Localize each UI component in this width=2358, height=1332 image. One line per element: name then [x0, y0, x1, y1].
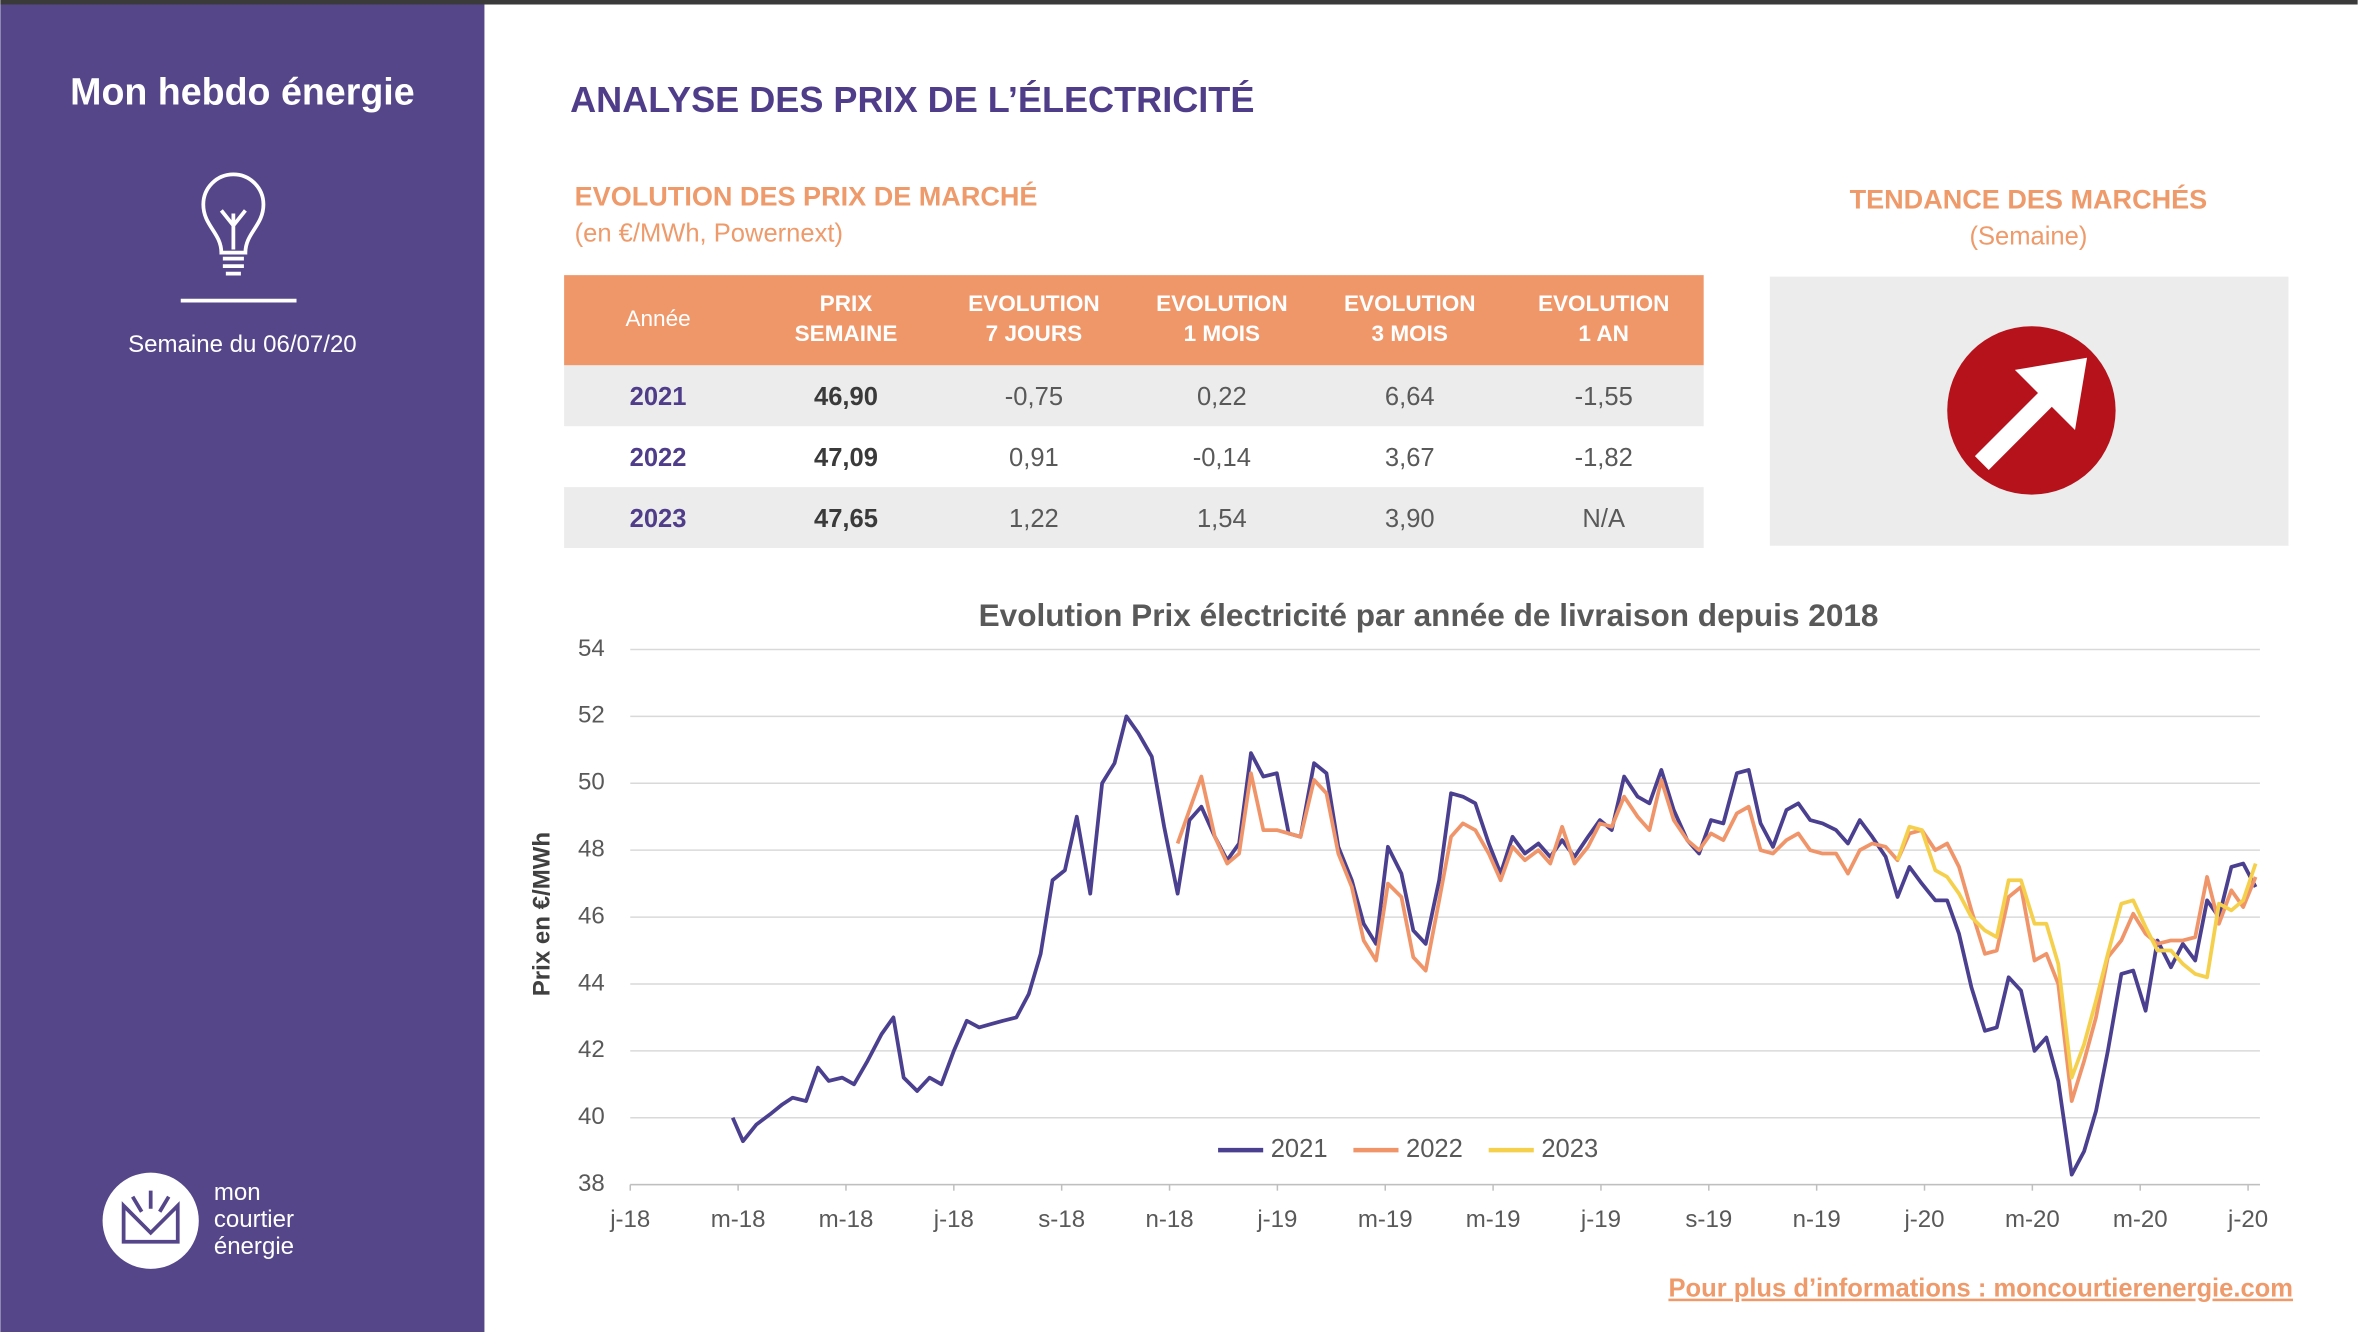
- x-tick-label: n-19: [1793, 1206, 1841, 1233]
- y-tick-label: 50: [578, 769, 605, 796]
- side-panel: [0, 4, 485, 1332]
- trend-period: (Semaine): [1969, 222, 2087, 250]
- table-cell: -0,14: [1193, 444, 1251, 472]
- line-series: [1175, 771, 2258, 1103]
- section-unit: (en €/MWh, Powernext): [575, 219, 843, 247]
- trend-title: TENDANCE DES MARCHÉS: [1850, 184, 2208, 215]
- x-tick-label: m-19: [1358, 1206, 1413, 1233]
- table-cell: 1,22: [1009, 505, 1059, 533]
- logo-text: courtier: [214, 1206, 294, 1233]
- table-cell: 47,65: [814, 505, 878, 533]
- x-tick-label: j-19: [1256, 1206, 1297, 1233]
- logo-text: énergie: [214, 1233, 294, 1260]
- trend-arrow: [1974, 380, 2064, 470]
- table-cell: 2023: [630, 505, 687, 533]
- table-header: 1 AN: [1578, 321, 1629, 346]
- x-tick-label: n-18: [1145, 1206, 1193, 1233]
- table-cell: 1,54: [1197, 505, 1247, 533]
- y-tick-label: 46: [578, 902, 605, 929]
- legend-label: 2022: [1406, 1135, 1463, 1163]
- x-tick-label: m-18: [819, 1206, 874, 1233]
- table-cell: -1,55: [1575, 383, 1633, 411]
- table-cell: 46,90: [814, 383, 878, 411]
- table-cell: 47,09: [814, 444, 878, 472]
- y-tick-label: 42: [578, 1036, 605, 1063]
- line-series: [730, 714, 2258, 1177]
- page-title: ANALYSE DES PRIX DE L’ÉLECTRICITÉ: [570, 79, 1254, 120]
- logo-icon: [121, 1190, 180, 1244]
- y-tick-label: 40: [578, 1103, 605, 1130]
- table-cell: 6,64: [1385, 383, 1435, 411]
- logo-text: mon: [214, 1179, 261, 1206]
- x-tick-label: j-18: [933, 1206, 974, 1233]
- x-tick-label: j-18: [609, 1206, 650, 1233]
- table-header: SEMAINE: [795, 321, 898, 346]
- table-row-bg: [564, 365, 1704, 427]
- table-header: 7 JOURS: [986, 321, 1083, 346]
- table-cell: 2021: [630, 383, 687, 411]
- table-cell: 2022: [630, 444, 687, 472]
- x-tick-label: j-20: [2227, 1206, 2268, 1233]
- table-header: 1 MOIS: [1184, 321, 1260, 346]
- chart-title: Evolution Prix électricité par année de …: [979, 597, 1879, 633]
- x-tick-label: m-19: [1466, 1206, 1521, 1233]
- table-cell: 0,22: [1197, 383, 1247, 411]
- top-border: [0, 0, 2358, 5]
- legend-label: 2021: [1271, 1135, 1328, 1163]
- table-header: EVOLUTION: [1538, 291, 1670, 316]
- table-header: EVOLUTION: [968, 291, 1100, 316]
- table-header-bg: [564, 275, 1704, 366]
- legend-label: 2023: [1541, 1135, 1598, 1163]
- table-cell: -0,75: [1005, 383, 1063, 411]
- table-header: Année: [625, 306, 690, 331]
- table-row-bg: [564, 487, 1704, 548]
- table-cell: -1,82: [1575, 444, 1633, 472]
- x-tick-label: j-20: [1903, 1206, 1944, 1233]
- x-tick-label: s-19: [1685, 1206, 1732, 1233]
- table-header: EVOLUTION: [1344, 291, 1476, 316]
- x-tick-label: m-18: [711, 1206, 766, 1233]
- x-tick-label: m-20: [2005, 1206, 2060, 1233]
- table-cell: N/A: [1582, 505, 1625, 533]
- x-tick-label: m-20: [2113, 1206, 2168, 1233]
- table-header: EVOLUTION: [1156, 291, 1288, 316]
- week-label: Semaine du 06/07/20: [128, 331, 357, 358]
- info-link[interactable]: Pour plus d’informations : moncourtieren…: [1668, 1275, 2293, 1303]
- y-tick-label: 48: [578, 836, 605, 863]
- line-series: [1895, 824, 2258, 1080]
- y-tick-label: 44: [578, 969, 605, 996]
- table-cell: 0,91: [1009, 444, 1059, 472]
- panel-title: Mon hebdo énergie: [70, 71, 414, 113]
- table-cell: 3,67: [1385, 444, 1435, 472]
- table-header: PRIX: [820, 291, 873, 316]
- x-tick-label: s-18: [1038, 1206, 1085, 1233]
- x-tick-label: j-19: [1580, 1206, 1621, 1233]
- info-link-text[interactable]: Pour plus d’informations : moncourtieren…: [1668, 1275, 2293, 1303]
- logo-circle: [102, 1172, 199, 1269]
- table-header: 3 MOIS: [1372, 321, 1448, 346]
- y-axis-label: Prix en €/MWh: [528, 832, 555, 996]
- section-title: EVOLUTION DES PRIX DE MARCHÉ: [575, 181, 1038, 212]
- y-tick-label: 54: [578, 635, 605, 662]
- y-tick-label: 52: [578, 702, 605, 729]
- trend-arrow-head: [2014, 357, 2088, 430]
- y-tick-label: 38: [578, 1170, 605, 1197]
- bulb-icon: [201, 172, 266, 276]
- table-cell: 3,90: [1385, 505, 1435, 533]
